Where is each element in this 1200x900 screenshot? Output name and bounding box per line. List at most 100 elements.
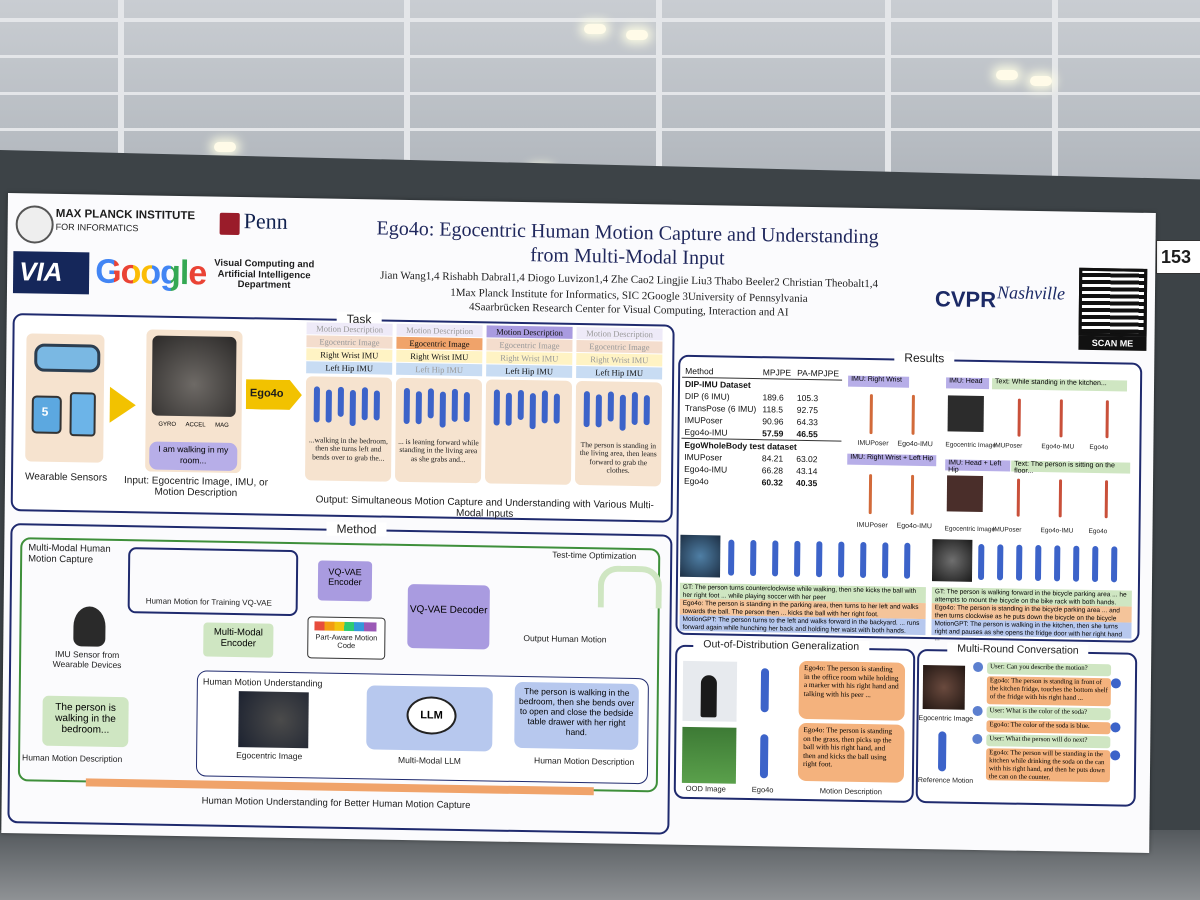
table-cell: 43.14	[796, 465, 818, 477]
human-figure	[750, 540, 757, 577]
vq-vae-encoder: VQ-VAE Encoder	[317, 560, 373, 602]
input-panel: GYRO ACCEL MAG I am walking in my room..…	[145, 329, 243, 474]
user-message: User: What the person will do next?	[986, 734, 1111, 749]
motion-code-label: Part-Aware Motion Code	[315, 632, 378, 651]
imu-person-image	[73, 606, 106, 647]
egocentric-image-label: Egocentric Image	[236, 750, 303, 762]
human-figure	[619, 394, 626, 431]
figure-label: IMUPoser	[993, 442, 1023, 450]
table-cell: 92.75	[796, 404, 819, 416]
modality-tag: Motion Description	[306, 322, 393, 336]
user-message: User: Can you describe the motion?	[987, 662, 1112, 677]
glasses-icon	[34, 343, 101, 373]
human-figure	[1053, 545, 1061, 582]
figure-label: Ego4o	[1088, 527, 1108, 536]
ood-description: Ego4o: The person is standing on the gra…	[797, 722, 905, 783]
human-figure	[607, 391, 614, 422]
imu-tag: IMU: Head + Left Hip	[945, 459, 1011, 474]
figure-label: Ego4o-IMU	[1041, 443, 1075, 451]
ego4o-figure	[760, 668, 770, 713]
poster-title: Ego4o: Egocentric Human Motion Capture a…	[337, 217, 917, 274]
figure-label: IMUPoser	[856, 521, 888, 530]
ceiling-column	[656, 0, 662, 190]
human-figure	[439, 391, 446, 428]
human-figure	[493, 389, 500, 426]
model-name: Ego4o	[249, 387, 284, 400]
human-figure	[631, 391, 638, 426]
description-label: Human Motion Description	[22, 752, 123, 765]
ceiling-column	[1052, 0, 1058, 210]
human-figure	[517, 389, 524, 421]
board-number-tag: 153	[1156, 240, 1200, 274]
egocentric-image	[151, 335, 237, 418]
qualitative-image-left	[680, 534, 721, 578]
human-figure	[772, 540, 779, 577]
ceiling-light	[996, 70, 1018, 80]
ceiling-light	[214, 142, 236, 152]
via-logo-mark: VIA	[19, 256, 63, 287]
ceiling-light	[626, 30, 648, 40]
llm-brain-icon: LLM	[406, 696, 457, 735]
human-figure	[816, 541, 823, 578]
user-avatar-icon	[972, 705, 983, 717]
imu-tag: IMU: Head	[946, 377, 990, 390]
human-figure	[583, 391, 590, 428]
human-figure	[643, 395, 650, 426]
max-planck-logo	[15, 205, 54, 244]
human-figure	[415, 391, 422, 425]
person-silhouette	[700, 675, 717, 718]
user-message: User: What is the color of the soda?	[986, 706, 1111, 721]
conversation-label: Reference Motion	[917, 776, 974, 785]
modality-tag: Egocentric Image	[576, 339, 663, 354]
output-description-label: Human Motion Description	[534, 755, 635, 768]
multi-modal-encoder: Multi-Modal Encoder	[203, 622, 274, 658]
qr-code[interactable]	[1078, 267, 1148, 337]
cvpr-city: Nashville	[996, 282, 1066, 304]
ceiling-light	[584, 24, 606, 34]
skeleton-figure	[910, 474, 915, 515]
ceiling-column	[404, 0, 410, 180]
arrow-right-icon	[109, 386, 136, 424]
modality-tag: Egocentric Image	[486, 338, 573, 352]
wearable-sensors-panel: 5	[25, 333, 105, 463]
phone-icon	[69, 392, 96, 437]
method-title: Method	[326, 521, 387, 537]
table-cell: 40.35	[795, 477, 818, 489]
human-figure	[529, 393, 536, 430]
modality-tag: Right Wrist IMU	[306, 348, 393, 362]
table-cell: 60.32	[761, 477, 783, 488]
description-bubble: The person is walking in the bedroom...	[42, 695, 129, 748]
human-figure	[337, 386, 344, 417]
modality-tag: Motion Description	[396, 323, 483, 338]
motion-code-tokens	[314, 621, 377, 632]
ood-description: Ego4o: The person is standing in the off…	[798, 660, 906, 721]
skeleton-figure	[1105, 400, 1109, 439]
modality-tag: Motion Description	[486, 325, 573, 339]
imu-sensor-icons: GYRO ACCEL MAG	[153, 422, 233, 439]
table-cell: 118.5	[762, 404, 784, 415]
modality-tag: Left Hip IMU	[396, 362, 483, 377]
skeleton-figure	[1059, 399, 1063, 438]
human-figure	[313, 386, 320, 423]
ego4o-message: Ego4o: The person is standing in front o…	[986, 676, 1111, 707]
output-description: The person is walking in the bedroom, th…	[514, 681, 639, 751]
mag-label: MAG	[215, 422, 229, 429]
motion-code-box: Part-Aware Motion Code	[307, 616, 386, 660]
human-figure	[373, 390, 380, 421]
cvpr-logo: CVPR	[934, 286, 997, 313]
poster: MAX PLANCK INSTITUTE FOR INFORMATICS Pen…	[1, 193, 1156, 854]
modality-tag: Egocentric Image	[396, 336, 483, 351]
human-figure	[1034, 544, 1042, 582]
text-tag: Text: The person is sitting on the floor…	[1011, 460, 1131, 475]
ood-image-grass	[681, 726, 737, 784]
conversation-egocentric-image	[922, 665, 966, 710]
table-cell: 63.02	[796, 453, 818, 465]
ceiling-column	[885, 0, 891, 200]
table-body: DIP (6 IMU) 189.6 105.3 TransPose (6 IMU) 11…	[681, 390, 841, 441]
tto-arrow-icon	[597, 565, 663, 609]
modality-tag: Left Hip IMU	[486, 364, 573, 378]
skeleton-figure	[869, 394, 873, 435]
table-cell: 90.96	[762, 416, 784, 427]
dept-line: Department	[237, 279, 291, 292]
imu-tag: IMU: Right Wrist + Left Hip	[847, 453, 937, 467]
